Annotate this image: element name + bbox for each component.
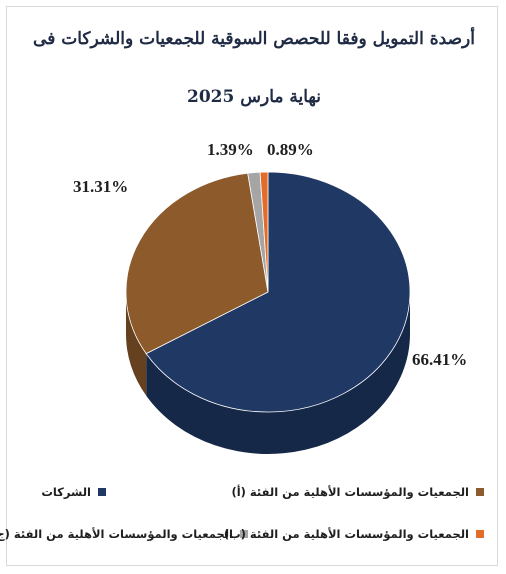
legend-label-category-a: الجمعيات والمؤسسات الأهلية من الفئة (أ) <box>231 485 469 499</box>
legend-swatch-category-a <box>476 488 484 496</box>
legend-label-companies: الشركات <box>41 485 91 499</box>
data-label-companies: 66.41% <box>412 350 467 369</box>
pie-slice-companies <box>145 171 411 413</box>
pie-slice-category-a <box>125 172 269 355</box>
legend-swatch-companies <box>98 488 106 496</box>
data-label-category-b: 0.89% <box>267 140 314 159</box>
legend-item-category-a: الجمعيات والمؤسسات الأهلية من الفئة (أ) <box>231 485 484 499</box>
data-label-category-a: 31.31% <box>73 177 128 196</box>
legend-label-category-c: الجمعيات والمؤسسات الأهلية من الفئة (ج) <box>0 527 233 541</box>
pie-3d-sides <box>126 292 410 455</box>
pie-top-slices <box>125 171 411 413</box>
data-label-category-c: 1.39% <box>207 140 254 159</box>
legend-item-category-b: الجمعيات والمؤسسات الأهلية من الفئة (ب) <box>224 527 484 541</box>
chart-title-line1: أرصدة التمويل وفقا للحصص السوقية للجمعيا… <box>33 29 475 49</box>
chart-title-line2: نهاية مارس 2025 <box>186 87 321 107</box>
legend-item-companies: الشركات <box>41 485 106 499</box>
pie-side-companies <box>146 292 410 455</box>
pie-slice-category-b <box>259 171 269 293</box>
pie-side-category-a <box>126 292 147 396</box>
legend-swatch-category-b <box>476 530 484 538</box>
legend-item-category-c: الجمعيات والمؤسسات الأهلية من الفئة (ج) <box>0 527 248 541</box>
legend-label-category-b: الجمعيات والمؤسسات الأهلية من الفئة (ب) <box>223 527 469 541</box>
legend-swatch-category-c <box>240 530 248 538</box>
